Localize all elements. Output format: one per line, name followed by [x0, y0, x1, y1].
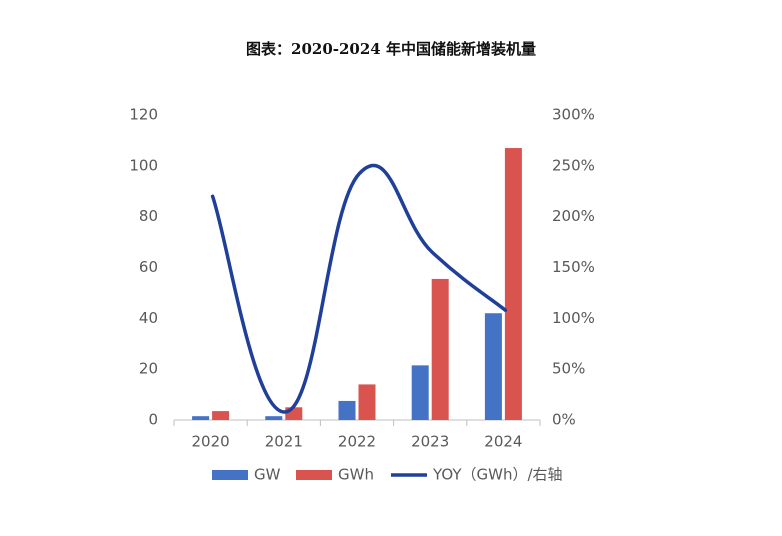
y-left-tick-label: 60 [139, 258, 158, 276]
legend-label-yoy: YOY（GWh）/右轴 [432, 466, 563, 484]
bar-gw-2022 [338, 400, 356, 420]
x-tick-label: 2024 [484, 433, 522, 451]
bar-gwh-2023 [431, 278, 449, 420]
y-right-tick-label: 250% [552, 156, 595, 174]
y-right-tick-label: 50% [552, 360, 585, 378]
bar-gw-2021 [265, 416, 283, 420]
bar-gw-2023 [411, 365, 429, 420]
y-left-tick-label: 40 [139, 309, 158, 327]
x-tick-label: 2022 [338, 433, 376, 451]
y-right-tick-label: 200% [552, 207, 595, 225]
bar-gw-2020 [192, 416, 210, 420]
y-right-tick-label: 150% [552, 258, 595, 276]
y-left-tick-label: 100 [129, 156, 158, 174]
x-tick-label: 2021 [265, 433, 303, 451]
bar-gwh-2021 [285, 407, 303, 420]
legend-label-gwh: GWh [338, 466, 374, 484]
legend-label-gw: GW [254, 466, 281, 484]
chart-title: 图表：2020-2024 年中国储能新增装机量 [246, 40, 536, 58]
bar-gwh-2024 [504, 148, 522, 420]
line-yoy-gwh [210, 163, 508, 414]
legend-swatch-gwh [296, 470, 332, 480]
y-left-tick-label: 20 [139, 360, 158, 378]
x-tick-label: 2023 [411, 433, 449, 451]
y-right-tick-label: 0% [552, 411, 576, 429]
legend-swatch-gw [212, 470, 248, 480]
y-right-tick-label: 300% [552, 106, 595, 124]
y-right-tick-label: 100% [552, 309, 595, 327]
x-tick-label: 2020 [192, 433, 230, 451]
bar-gw-2024 [484, 313, 502, 420]
y-left-tick-label: 80 [139, 207, 158, 225]
y-left-tick-label: 120 [129, 106, 158, 124]
bar-gwh-2022 [358, 384, 376, 420]
bar-gwh-2020 [212, 411, 230, 420]
y-left-tick-label: 0 [148, 411, 158, 429]
